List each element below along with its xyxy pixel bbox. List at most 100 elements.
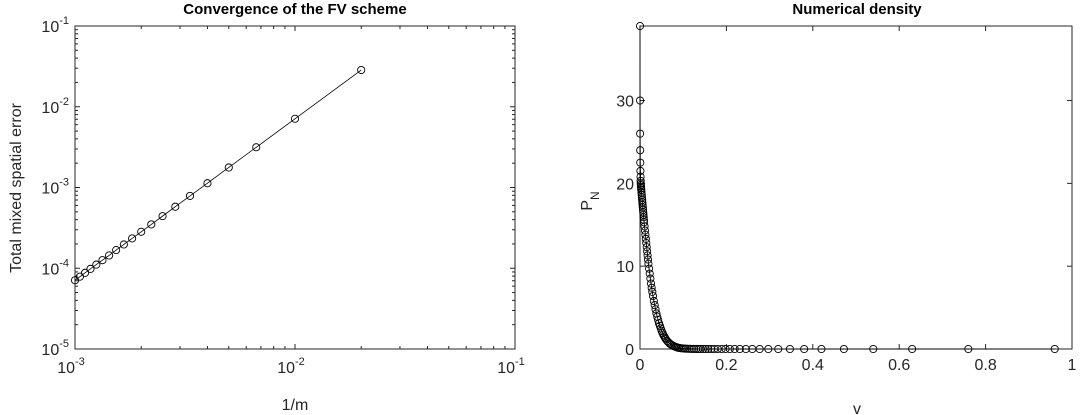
data-point xyxy=(252,143,261,152)
convergence-panel: Convergence of the FV scheme 1/m Total m… xyxy=(8,1,525,414)
y-tick-label: 30 xyxy=(616,94,634,111)
data-point xyxy=(646,274,655,283)
data-point xyxy=(645,269,654,278)
data-point xyxy=(651,305,660,314)
data-point xyxy=(685,344,694,353)
data-point xyxy=(800,344,809,354)
data-point xyxy=(647,283,656,292)
data-point xyxy=(636,129,645,138)
data-point xyxy=(764,344,773,354)
data-point xyxy=(646,279,656,288)
data-point xyxy=(649,296,658,306)
y-axis-label-density-main: P xyxy=(579,200,596,211)
data-point xyxy=(696,344,705,354)
data-point xyxy=(725,344,734,354)
data-point xyxy=(137,227,146,236)
data-point xyxy=(735,344,744,354)
data-point xyxy=(648,291,658,301)
series-line xyxy=(74,69,362,281)
chart-title-density: Numerical density xyxy=(792,1,922,18)
series-line xyxy=(639,25,1055,350)
y-tick-label: 10 xyxy=(616,259,634,276)
data-point xyxy=(730,344,739,354)
data-point xyxy=(839,344,848,354)
chart-title-convergence: Convergence of the FV scheme xyxy=(183,1,406,18)
data-point xyxy=(644,259,653,268)
data-point xyxy=(699,344,708,354)
data-point xyxy=(636,158,645,167)
x-tick-label: 0.8 xyxy=(974,357,996,374)
data-point xyxy=(645,264,654,273)
x-tick-label: 0.6 xyxy=(888,357,910,374)
y-axis-label-density-sub: N xyxy=(588,191,602,200)
data-point xyxy=(707,344,716,354)
data-point xyxy=(98,256,107,265)
data-point xyxy=(741,344,750,354)
data-point xyxy=(81,268,90,277)
data-point xyxy=(635,21,645,31)
data-point xyxy=(642,243,651,252)
data-point xyxy=(636,166,645,175)
x-tick-label: 0 xyxy=(636,357,645,374)
data-point xyxy=(643,255,653,264)
data-point xyxy=(654,315,663,325)
y-tick-label: 10-1 xyxy=(41,15,69,36)
data-point xyxy=(704,344,713,354)
data-point xyxy=(203,179,212,188)
axis-ticks-convergence: 10-3 10-2 10-1 10-5 10-4 10-3 10-2 10-1 xyxy=(41,15,524,377)
data-point xyxy=(290,114,300,123)
data-point xyxy=(641,230,650,239)
y-tick-label: 10-3 xyxy=(41,177,69,198)
y-tick-label: 20 xyxy=(616,176,634,193)
y-tick-label: 10-4 xyxy=(41,257,69,278)
data-point xyxy=(86,264,95,273)
data-point xyxy=(112,246,121,255)
y-tick-label: 0 xyxy=(625,342,634,359)
data-point xyxy=(643,251,652,260)
data-point xyxy=(648,287,657,296)
x-tick-label: 10-1 xyxy=(497,356,525,377)
data-point xyxy=(755,344,764,354)
data-point xyxy=(92,260,101,269)
data-point xyxy=(70,276,80,285)
data-point xyxy=(713,344,722,354)
data-point xyxy=(185,191,195,200)
data-point xyxy=(721,344,730,354)
plot-frame-density xyxy=(639,25,1073,350)
data-point xyxy=(643,247,652,256)
series-density xyxy=(635,21,1059,354)
data-point xyxy=(119,240,128,249)
y-tick-label: 10-2 xyxy=(41,96,69,117)
data-point xyxy=(224,163,233,172)
x-axis-label-density: v xyxy=(853,401,861,415)
x-axis-label-convergence: 1/m xyxy=(282,397,309,414)
data-point xyxy=(639,215,648,224)
data-point xyxy=(636,172,645,181)
data-point xyxy=(689,344,699,353)
plot-frame-convergence xyxy=(74,25,516,350)
data-point xyxy=(171,202,180,211)
series-convergence xyxy=(70,65,366,285)
data-point xyxy=(639,213,648,222)
data-point xyxy=(774,344,783,354)
data-point xyxy=(1050,344,1059,354)
data-point xyxy=(128,234,137,243)
data-point xyxy=(785,344,794,354)
data-point xyxy=(642,238,651,248)
x-tick-label: 0.4 xyxy=(802,357,824,374)
data-point xyxy=(641,234,650,243)
data-point xyxy=(701,344,710,354)
data-point xyxy=(687,344,696,353)
x-tick-label: 1 xyxy=(1068,357,1077,374)
y-axis-label-convergence: Total mixed spatial error xyxy=(8,102,25,273)
data-point xyxy=(640,222,649,231)
data-point xyxy=(636,146,645,155)
data-point xyxy=(640,218,649,227)
data-point xyxy=(908,344,917,354)
data-point xyxy=(817,344,826,354)
data-point xyxy=(105,251,114,260)
data-point xyxy=(636,96,645,105)
data-point xyxy=(683,344,692,353)
